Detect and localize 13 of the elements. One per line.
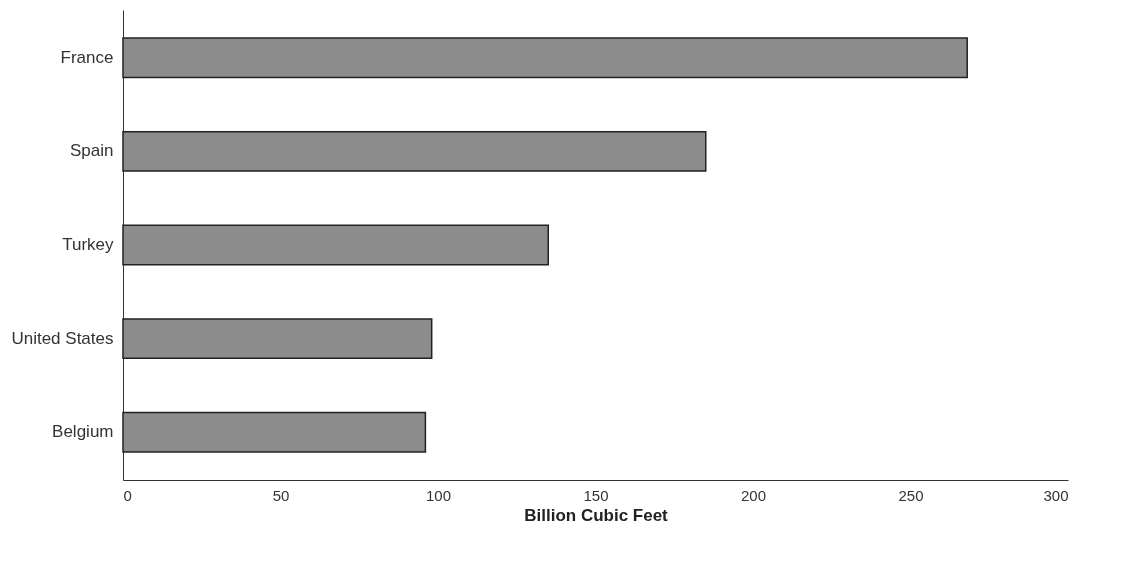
x-axis-title: Billion Cubic Feet bbox=[524, 505, 669, 525]
x-tick-label: 200 bbox=[740, 486, 767, 504]
x-tick-label: 100 bbox=[425, 486, 452, 504]
x-tick-label: 0 bbox=[123, 486, 132, 504]
x-tick-label: 300 bbox=[1043, 486, 1069, 504]
x-tick-label: 150 bbox=[583, 486, 609, 504]
y-tick-label: Belgium bbox=[52, 422, 114, 442]
y-tick-label: France bbox=[60, 47, 114, 67]
y-tick-label: Spain bbox=[70, 141, 114, 161]
y-tick-label: Turkey bbox=[62, 235, 114, 254]
x-tick-label: 250 bbox=[898, 486, 924, 504]
x-tick-label: 50 bbox=[272, 486, 290, 504]
y-tick-label: United States bbox=[11, 328, 114, 348]
